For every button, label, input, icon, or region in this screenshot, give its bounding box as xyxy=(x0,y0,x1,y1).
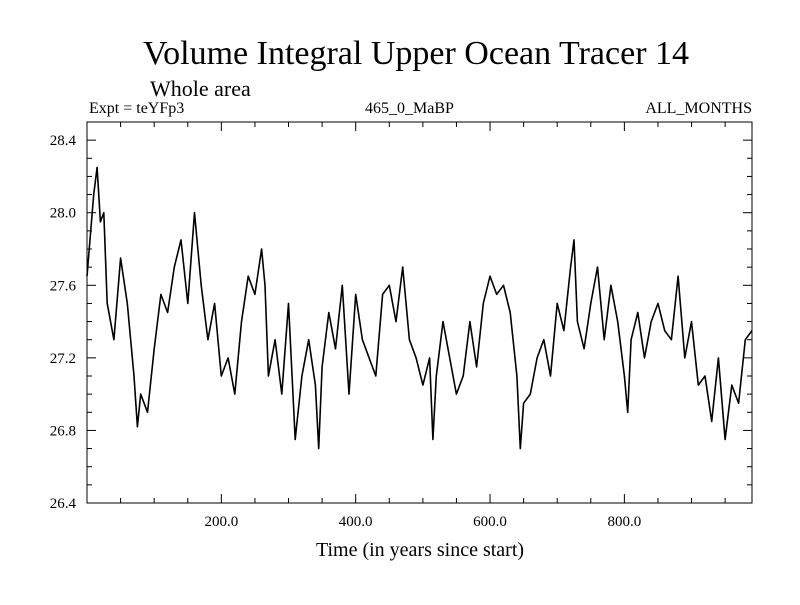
series-line xyxy=(86,166,753,450)
experiment-label: Expt = teYFp3 xyxy=(89,100,184,117)
x-axis-label: Time (in years since start) xyxy=(316,539,524,561)
x-tick-label: 800.0 xyxy=(607,514,641,530)
y-tick-label: 26.8 xyxy=(50,423,76,439)
period-label: 465_0_MaBP xyxy=(365,100,454,117)
chart-subtitle: Whole area xyxy=(150,76,251,101)
y-tick-label: 27.6 xyxy=(50,278,77,294)
plot-frame xyxy=(86,121,753,504)
x-tick-label: 200.0 xyxy=(204,514,238,530)
x-tick-label: 400.0 xyxy=(339,514,373,530)
months-label: ALL_MONTHS xyxy=(645,100,752,117)
x-tick-label: 600.0 xyxy=(473,514,507,530)
chart-title: Volume Integral Upper Ocean Tracer 14 xyxy=(143,35,689,72)
y-tick-label: 27.2 xyxy=(50,351,76,367)
y-tick-label: 26.4 xyxy=(50,496,77,512)
y-tick-label: 28.4 xyxy=(50,133,77,149)
y-tick-label: 28.0 xyxy=(50,206,76,222)
